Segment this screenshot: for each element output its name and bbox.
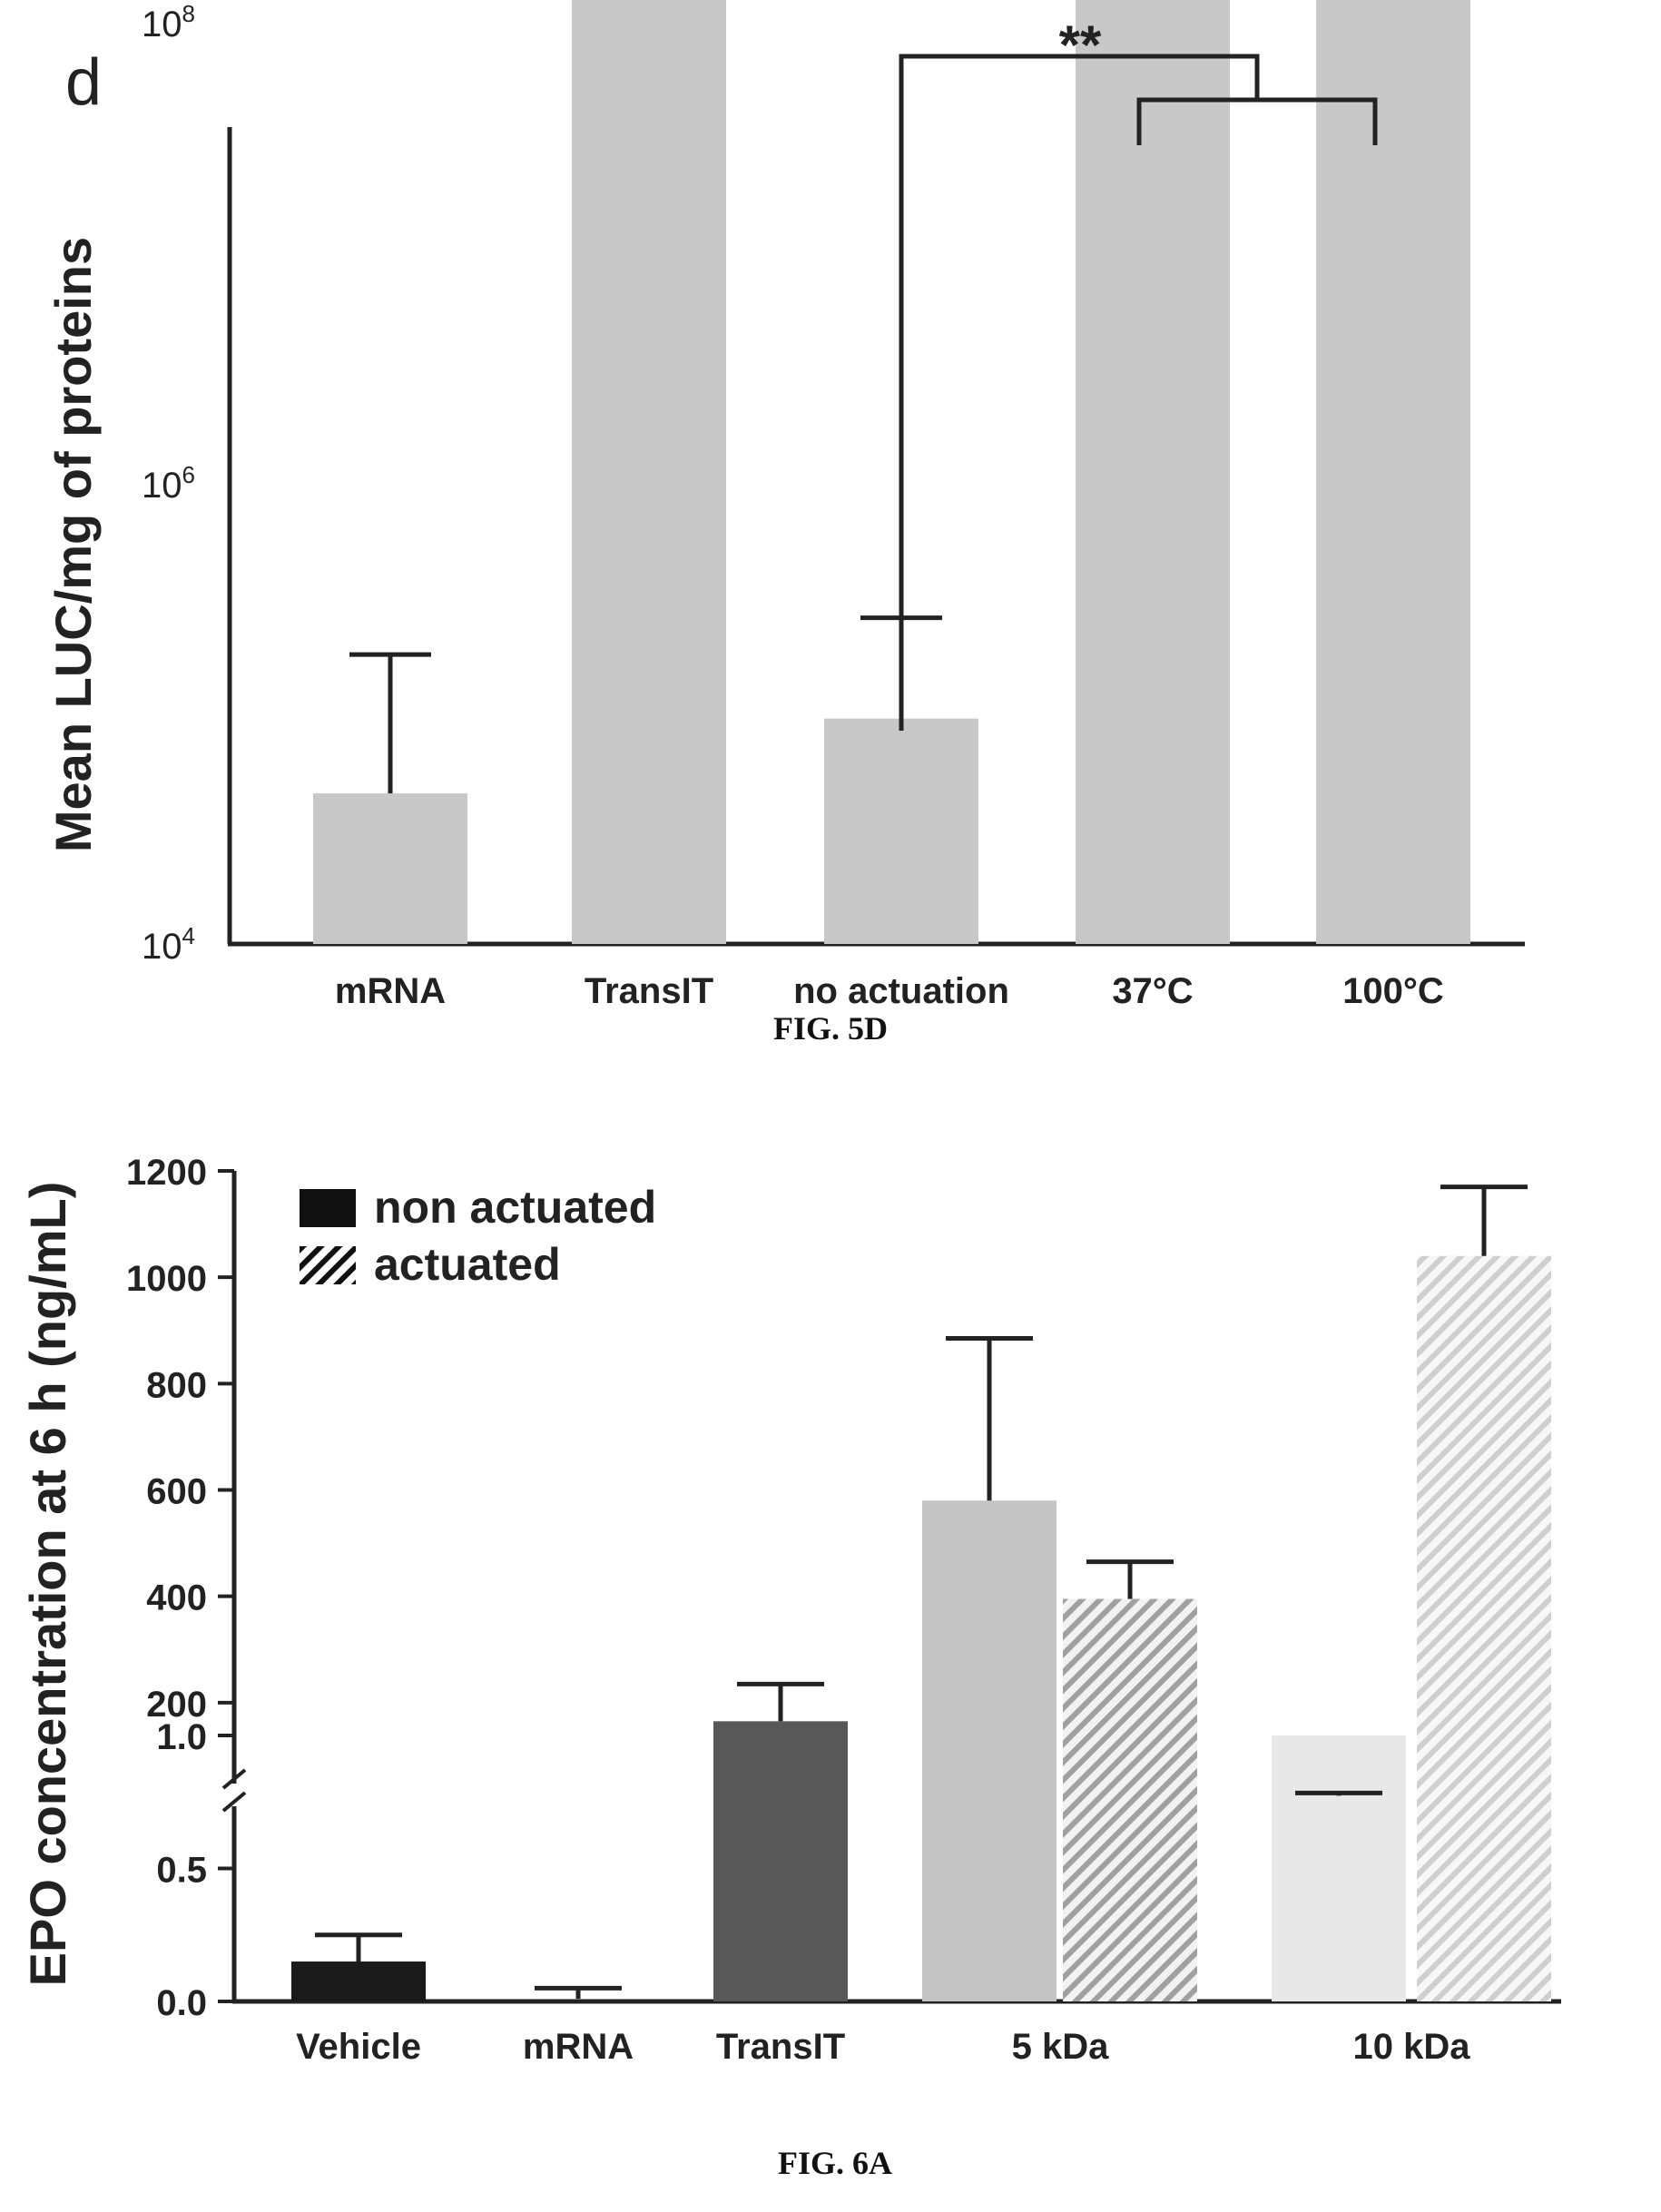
legend-label-non-actuated: non actuated [374, 1182, 656, 1233]
bar [1076, 0, 1230, 945]
y-tick-label: 0.0 [156, 1983, 207, 2023]
error-bars [315, 1185, 1528, 2000]
y-tick-label: 108 [142, 0, 195, 44]
figure-caption: FIG. 5D [773, 1010, 888, 1047]
bar-upper-segment [922, 1500, 1057, 1809]
x-tick-labels: Vehicle mRNA TransIT 5 kDa 10 kDa [296, 2027, 1470, 2067]
bar-lower-segment [1272, 1735, 1406, 2001]
axis-break-mark [221, 1791, 247, 1813]
x-tick-label: 37°C [1112, 971, 1193, 1011]
chart-fig-6a: EPO concentration at 6 h (ng/mL) 0.0 0.5 1… [19, 1153, 1561, 2181]
y-tick-label: 1200 [126, 1153, 207, 1193]
y-tick-label: 0.5 [156, 1851, 207, 1891]
legend: non actuated actuated [300, 1182, 656, 1290]
x-tick-label: 10 kDa [1353, 2027, 1471, 2067]
figure-caption: FIG. 6A [778, 2145, 892, 2181]
x-tick-label: Vehicle [296, 2027, 421, 2067]
y-tick-labels: 1041061081010 [142, 0, 195, 967]
bars [313, 0, 1470, 945]
bar [1316, 0, 1470, 944]
bracket-inner [1136, 97, 1378, 145]
y-axis-label: Mean LUC/mg of proteins [44, 237, 102, 852]
x-tick-labels: mRNA TransIT no actuation 37°C 100°C [335, 971, 1444, 1011]
y-tick-label: 1.0 [156, 1717, 207, 1757]
bar-upper-segment [1272, 1795, 1406, 1809]
bar [572, 0, 726, 944]
bracket-outer [899, 54, 1260, 731]
bar-upper-segment [713, 1721, 848, 1809]
y-tick-label: 200 [146, 1685, 207, 1725]
x-tick-label: mRNA [335, 971, 446, 1011]
x-tick-label: mRNA [523, 2027, 634, 2067]
x-tick-label: 100°C [1342, 971, 1444, 1011]
y-tick-label: 104 [142, 922, 195, 967]
x-tick-label: 5 kDa [1012, 2027, 1109, 2067]
x-tick-label: TransIT [585, 971, 713, 1011]
bar-upper-segment [1417, 1255, 1551, 1809]
significance-bracket: ** [899, 15, 1378, 731]
bar [291, 1961, 426, 2001]
legend-label-actuated: actuated [374, 1239, 561, 1290]
x-tick-label: no actuation [793, 971, 1009, 1011]
y-tick-label: 106 [142, 461, 195, 506]
y-tick-label: 800 [146, 1365, 207, 1405]
chart-fig-5d: d Mean LUC/mg of proteins 1041061081010 … [44, 0, 1525, 1047]
bars [291, 1255, 1551, 2001]
y-tick-label: 1000 [126, 1259, 207, 1299]
legend-swatch-solid [300, 1189, 356, 1227]
x-tick-label: TransIT [716, 2027, 845, 2067]
significance-label: ** [1059, 15, 1102, 75]
error-bars [349, 615, 942, 794]
bar-upper-segment [1063, 1598, 1197, 1809]
y-axis-label: EPO concentration at 6 h (ng/mL) [19, 1182, 76, 1987]
y-tick-label: 400 [146, 1578, 207, 1618]
bar [824, 718, 978, 944]
y-tick-label: 600 [146, 1472, 207, 1512]
bar [313, 793, 467, 944]
panel-letter: d [65, 46, 102, 119]
legend-swatch-hatched [300, 1246, 356, 1284]
axis-break-mark [221, 1768, 247, 1790]
